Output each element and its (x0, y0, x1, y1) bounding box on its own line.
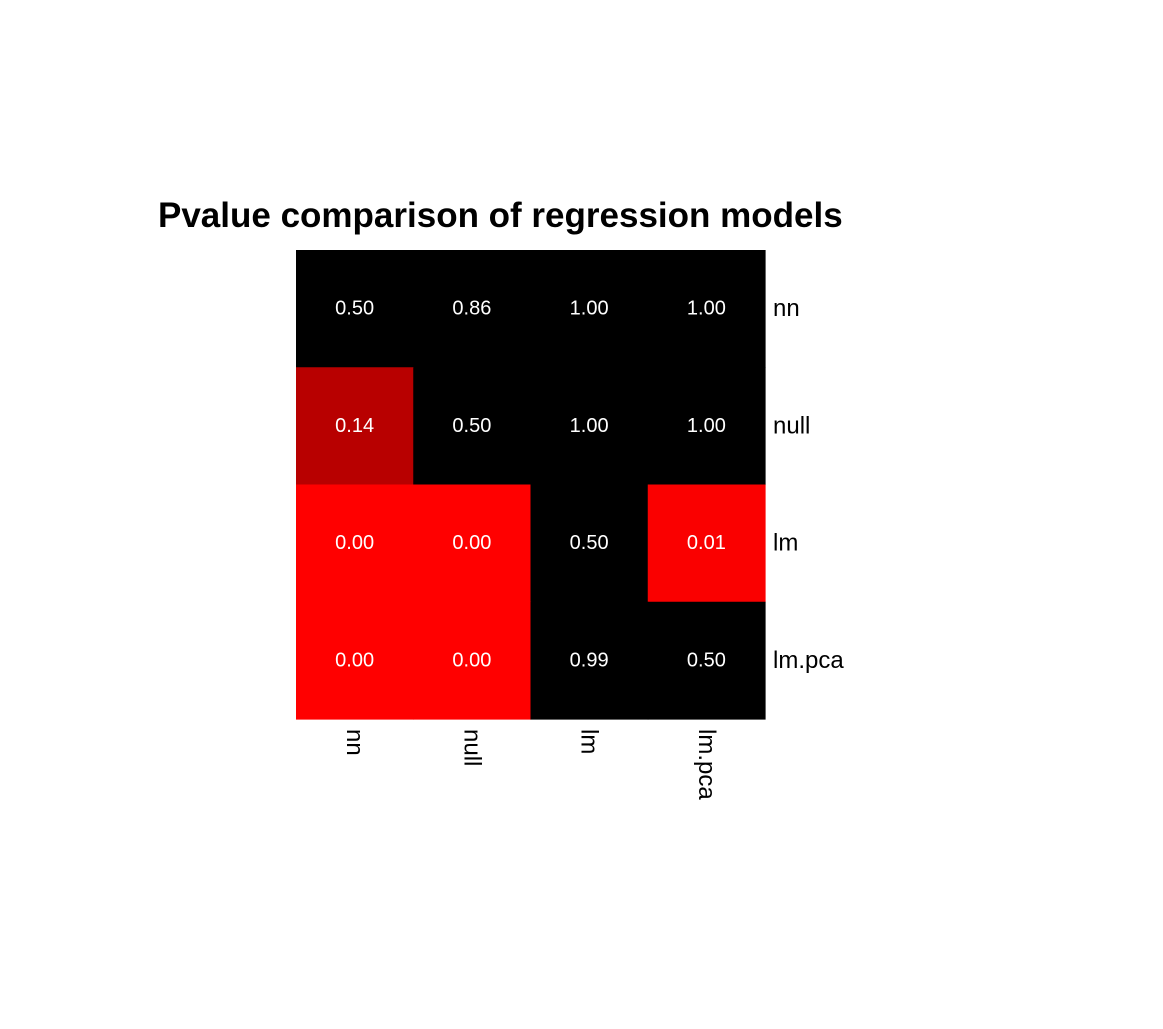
heatmap-cell-lm-nn (296, 484, 414, 603)
heatmap-cell-null-lm-pca (647, 367, 766, 486)
cell-value-label: 0.01 (687, 532, 726, 554)
chart-title: Pvalue comparison of regression models (158, 196, 843, 235)
row-label-lm-pca: lm.pca (773, 647, 844, 674)
cell-value-label: 0.50 (452, 415, 491, 437)
heatmap-cell-nn-nn (296, 250, 414, 368)
heatmap-cell-lm-pca-nn (296, 601, 414, 720)
column-label-lm-pca: lm.pca (693, 729, 720, 800)
column-label-lm: lm (576, 729, 603, 754)
row-label-null: null (773, 412, 810, 439)
cell-value-label: 1.00 (570, 415, 609, 437)
cell-value-label: 0.50 (570, 532, 609, 554)
row-label-lm: lm (773, 530, 798, 557)
cell-value-label: 0.99 (570, 649, 609, 671)
heatmap-cell-nn-null (413, 250, 532, 368)
column-label-null: null (458, 729, 485, 766)
cell-value-label: 0.50 (687, 649, 726, 671)
heatmap-cell-null-lm (530, 367, 649, 486)
heatmap-cell-lm-pca-null (413, 601, 532, 720)
cell-value-label: 0.50 (335, 298, 374, 320)
column-label-nn: nn (341, 729, 368, 756)
row-label-nn: nn (773, 295, 800, 322)
heatmap-cell-lm-pca-lm (530, 601, 649, 720)
heatmap-cell-lm-lm-pca (647, 484, 766, 603)
cell-value-label: 0.00 (452, 649, 491, 671)
heatmap-cell-lm-null (413, 484, 532, 603)
heatmap-cell-null-null (413, 367, 532, 486)
heatmap-cell-nn-lm (530, 250, 649, 368)
heatmap-cell-lm-pca-lm-pca (647, 601, 766, 720)
cell-value-label: 0.00 (452, 532, 491, 554)
heatmap-cell-null-nn (296, 367, 414, 486)
cell-value-label: 1.00 (687, 298, 726, 320)
heatmap-cell-lm-lm (530, 484, 649, 603)
cell-value-label: 1.00 (687, 415, 726, 437)
cell-value-label: 0.00 (335, 649, 374, 671)
cell-value-label: 0.86 (452, 298, 491, 320)
cell-value-label: 0.14 (335, 415, 374, 437)
cell-value-label: 0.00 (335, 532, 374, 554)
heatmap-cell-nn-lm-pca (647, 250, 766, 368)
cell-value-label: 1.00 (570, 298, 609, 320)
